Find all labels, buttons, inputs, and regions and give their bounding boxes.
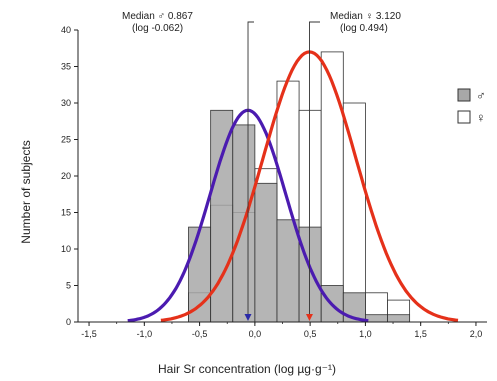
y-tick-label: 0 [66,317,71,327]
legend-group: ♂♀ [457,88,486,125]
x-tick-label: 0,5 [304,329,317,339]
female-median-leader-line [309,21,320,314]
x-axis-label: Hair Sr concentration (log µg·g⁻¹) [158,362,336,376]
median-annotations-group: Median ♂ 0.867(log -0.062) Median ♀ 3.120… [122,11,401,314]
y-tick-label: 10 [61,244,71,254]
male-bar [188,226,212,323]
x-tick-label: 1,0 [359,329,372,339]
female-median-label: Median ♀ 3.120 [330,11,401,22]
male-median-log-label: (log -0.062) [132,23,183,34]
male-bar [298,226,322,323]
male-bar [276,219,300,323]
female-bar [320,51,344,323]
legend-male-swatch [457,88,471,102]
x-tick-label: 0,0 [249,329,262,339]
axes-group: 0 5 10 15 20 25 30 35 40 -1,5 -1,0 -0,5 0,0 0,5 1,0 1,5… [61,25,487,339]
male-median-label: Median ♂ 0.867 [122,11,193,22]
median-markers-group [244,314,313,321]
male-bar [387,314,411,323]
legend-female-label: ♀ [476,110,486,125]
x-tick-label: 2,0 [470,329,483,339]
y-tick-label: 30 [61,98,71,108]
y-tick-label: 15 [61,208,71,218]
y-tick-label: 25 [61,135,71,145]
legend-male-label: ♂ [476,88,486,103]
legend-female-swatch [457,110,471,124]
female-bar [342,102,366,323]
y-tick-label: 5 [66,281,71,291]
y-axis-label: Number of subjects [19,140,33,243]
y-tick-label: 40 [61,25,71,35]
female-median-log-label: (log 0.494) [340,23,388,34]
male-bar [365,314,388,323]
y-tick-label: 20 [61,171,71,181]
female-median-marker [305,314,313,321]
x-tick-label: 1,5 [414,329,427,339]
y-tick-label: 35 [61,62,71,72]
x-tick-label: -0,5 [192,329,208,339]
x-tick-label: -1,5 [81,329,97,339]
x-tick-label: -1,0 [137,329,153,339]
male-bar [254,182,278,323]
male-median-leader-line [247,21,254,314]
male-median-marker [244,314,252,321]
